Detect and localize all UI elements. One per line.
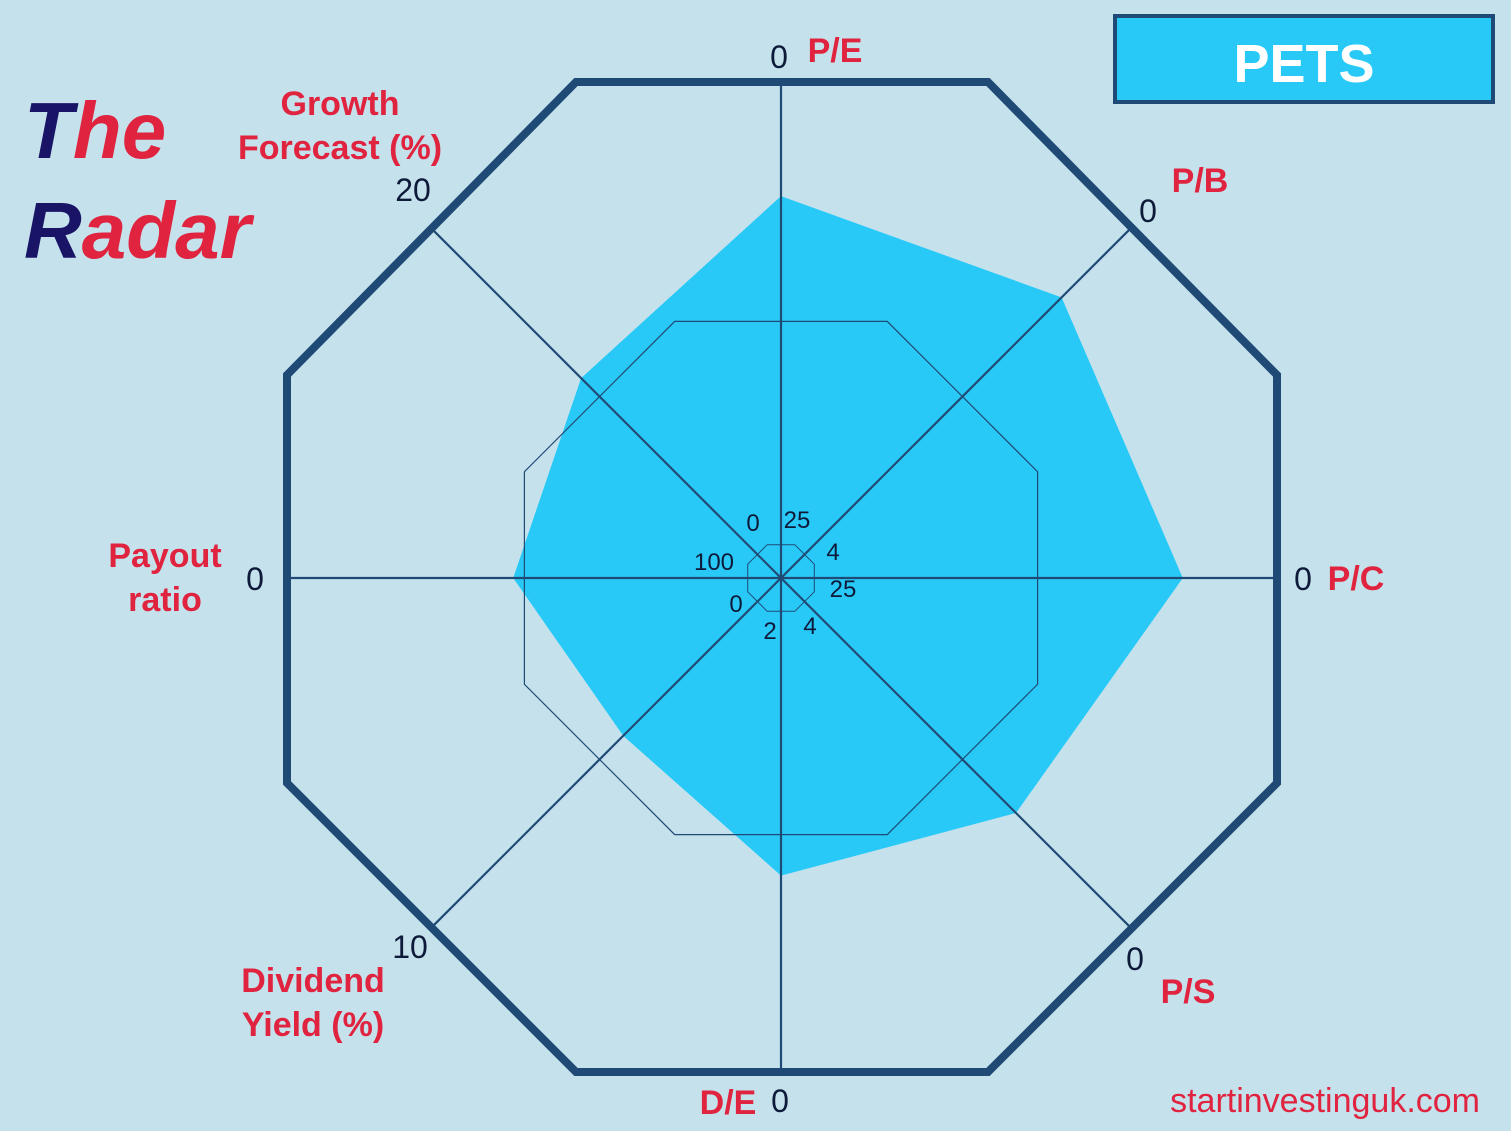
outer-tick-3: 0: [1126, 941, 1144, 977]
logo-line1: The: [24, 86, 166, 175]
axis-label-4: D/E: [700, 1084, 757, 1122]
outer-frame: [283, 78, 1281, 1076]
axis-label-6: Payout ratio: [108, 537, 221, 619]
outer-tick-7: 20: [395, 172, 431, 208]
inner-tick-5: 0: [729, 591, 742, 618]
inner-tick-4: 2: [763, 618, 776, 645]
outer-tick-4: 0: [771, 1083, 789, 1119]
logo-word-he: he: [73, 86, 166, 175]
ticker-box: [1113, 14, 1495, 104]
spoke-7: [429, 226, 782, 579]
logo-word-adar: adar: [82, 186, 255, 275]
logo-letter-t: T: [24, 86, 79, 175]
outer-tick-2: 0: [1294, 561, 1312, 597]
ticker-label: PETS: [1233, 34, 1374, 94]
spoke-3: [780, 577, 1133, 930]
inner-tick-2: 25: [830, 576, 857, 603]
outer-tick-1: 0: [1139, 193, 1157, 229]
axis-label-3: P/S: [1161, 973, 1216, 1011]
inner-tick-1: 4: [826, 539, 839, 566]
logo-letter-r: R: [24, 186, 82, 275]
website-label: startinvestinguk.com: [1170, 1082, 1480, 1120]
inner-tick-3: 4: [803, 613, 816, 640]
axis-label-2: P/C: [1328, 560, 1385, 598]
axis-label-1: P/B: [1172, 162, 1229, 200]
outer-tick-6: 0: [246, 561, 264, 597]
axis-label-5: Dividend Yield (%): [241, 962, 385, 1044]
outer-tick-5: 10: [392, 929, 428, 965]
ticker-badge: PETS: [1113, 14, 1495, 104]
inner-tick-0: 25: [784, 507, 811, 534]
outer-tick-0: 0: [770, 39, 788, 75]
inner-tick-6: 100: [694, 549, 734, 576]
reference-ring: [523, 320, 1039, 836]
spoke-5: [429, 577, 782, 930]
logo-line2: Radar: [24, 186, 255, 275]
axis-label-0: P/E: [808, 32, 863, 70]
inner-tick-7: 0: [746, 510, 759, 537]
axis-label-7: Growth Forecast (%): [238, 85, 442, 167]
spoke-1: [780, 226, 1133, 579]
center-octagon: [747, 544, 815, 612]
